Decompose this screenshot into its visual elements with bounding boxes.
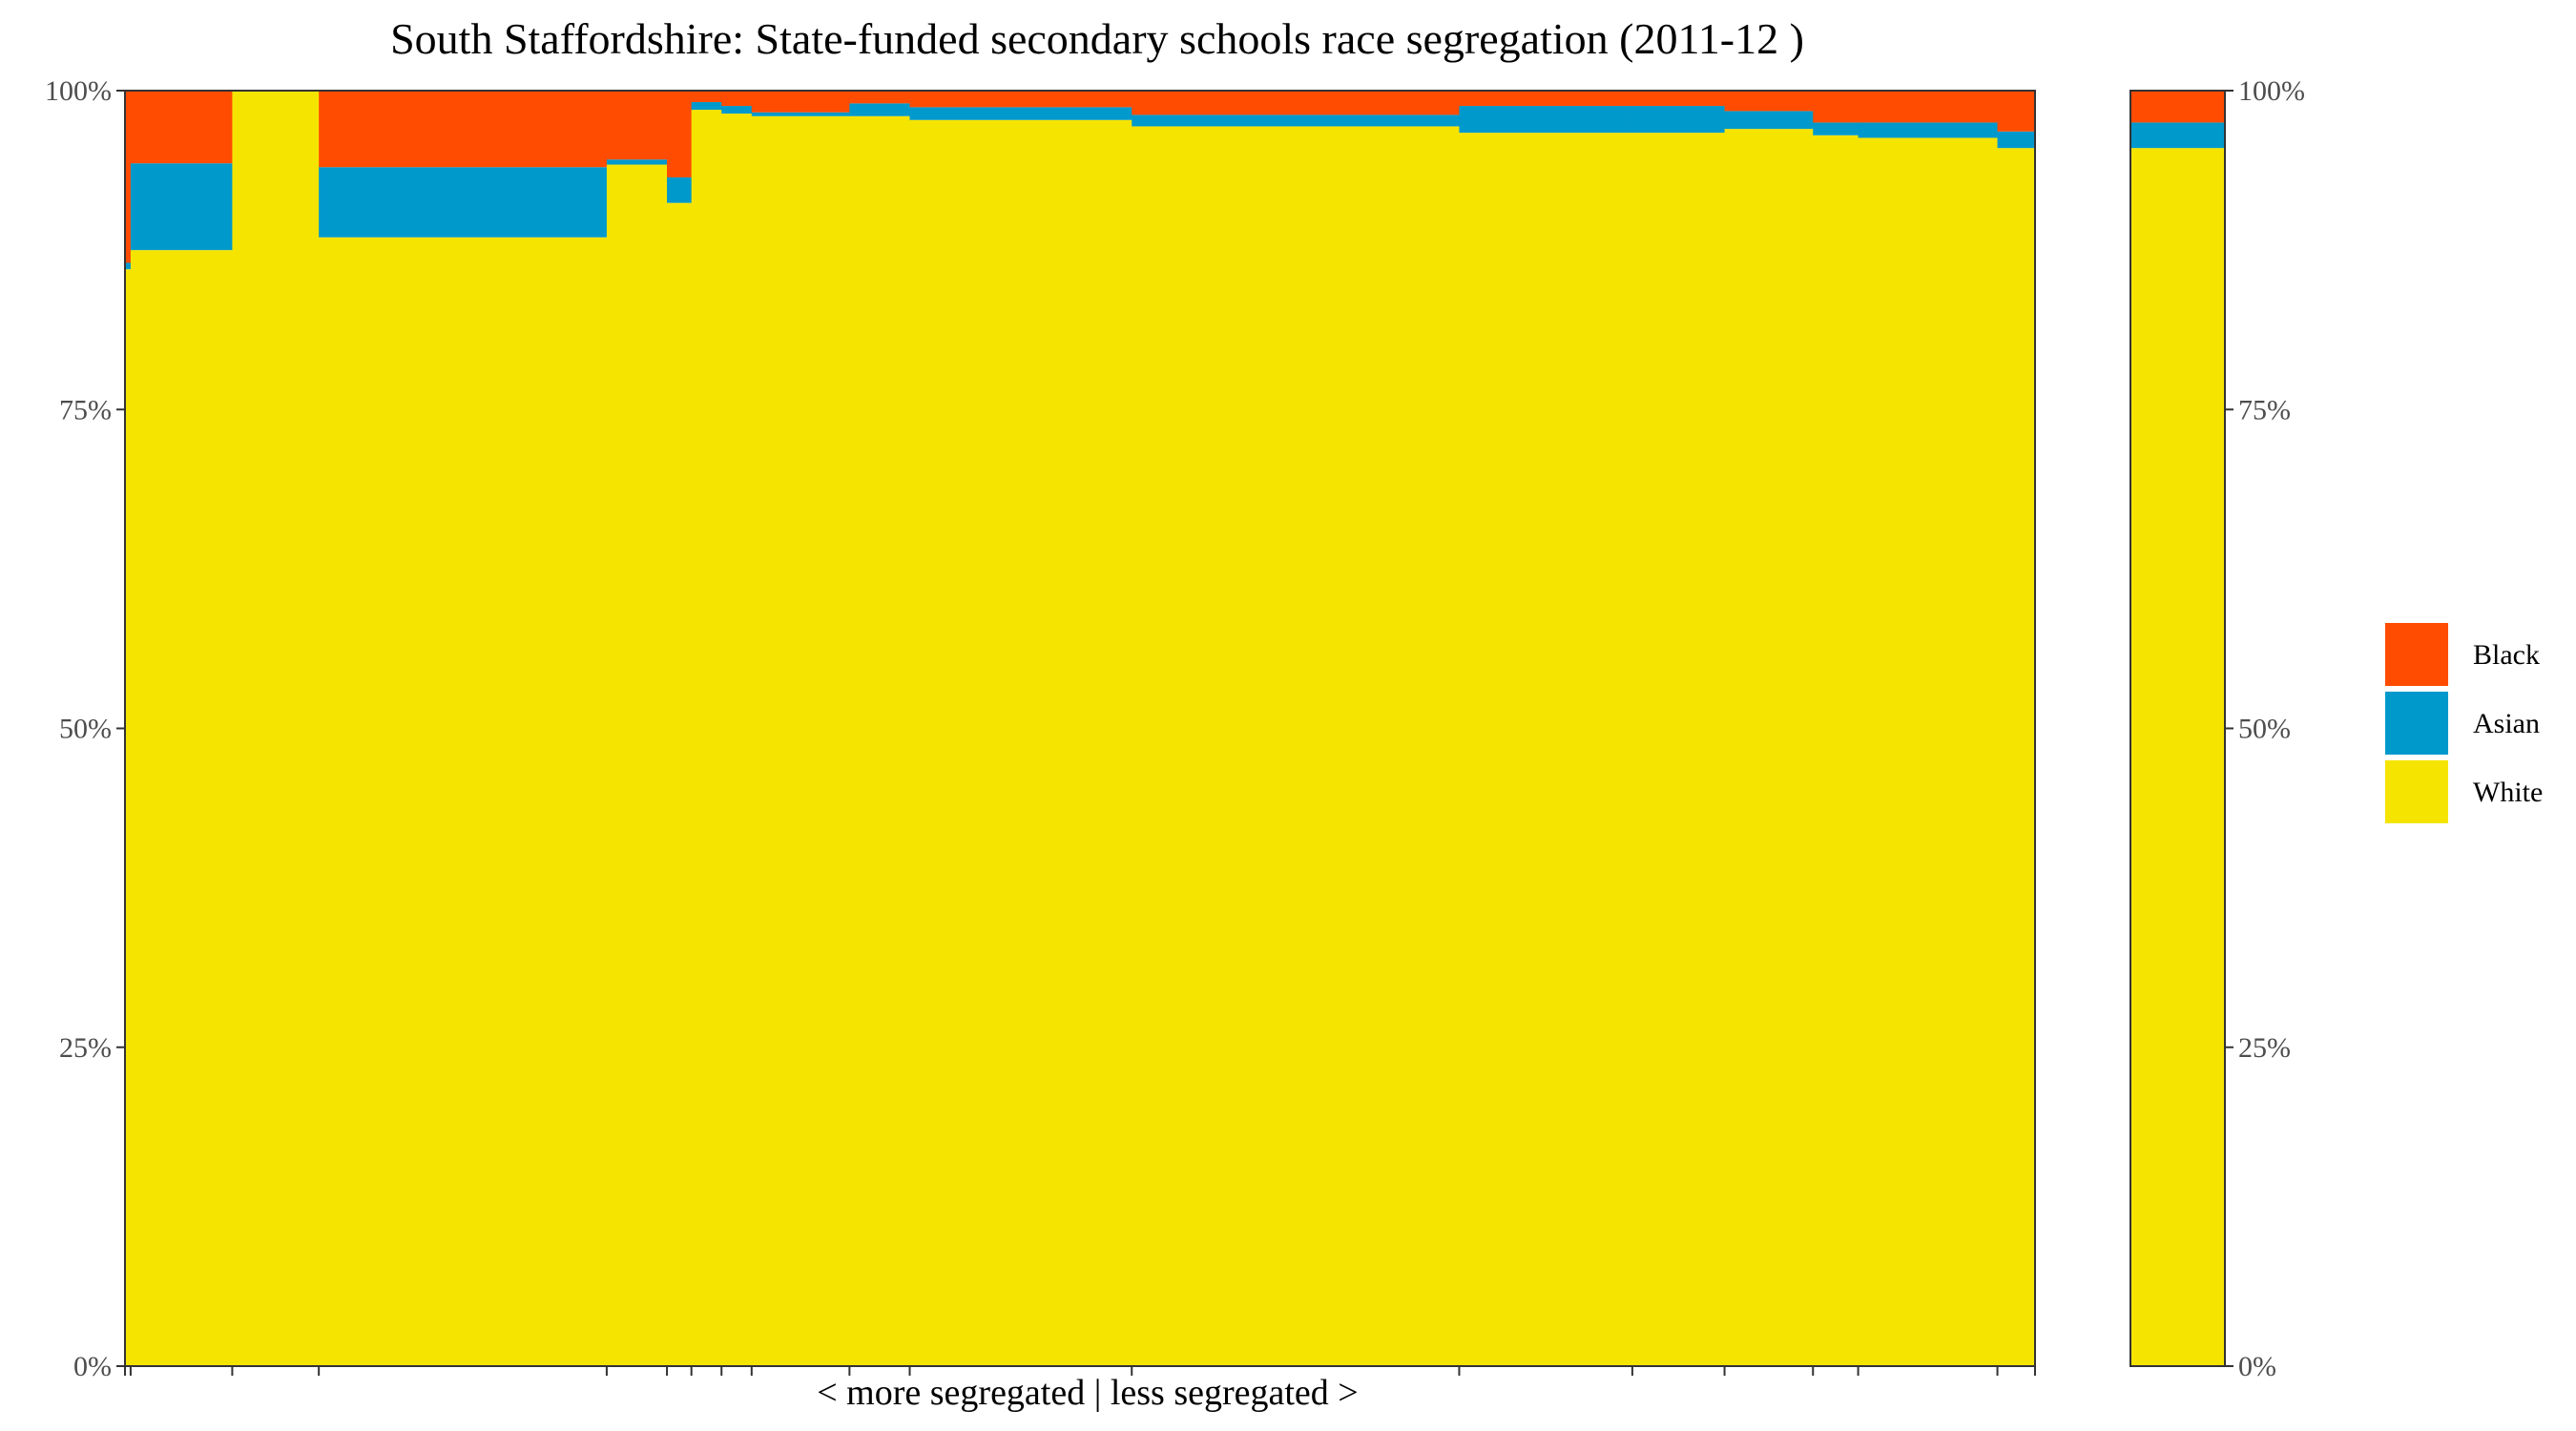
bar-segment-black [1724,91,1814,112]
y-tick-label-right: 50% [2238,714,2291,745]
bar-segment-white [1459,133,1633,1367]
bar-segment-asian [1724,111,1814,130]
legend-swatch-black [2385,623,2448,686]
bar-segment-black [125,91,132,263]
bar-segment-white [909,119,1132,1367]
overall-segment-asian [2130,122,2225,149]
legend: Black Asian White [2385,623,2543,823]
bar-segment-asian [751,112,850,116]
bar-segment-white [1997,148,2036,1366]
y-tick-label-right: 25% [2238,1032,2291,1064]
y-tick-label-left: 25% [59,1032,112,1064]
y-tick-label-left: 75% [59,394,112,425]
bar-segment-black [849,91,911,104]
bar-segment-black [909,91,1132,108]
bar-segment-black [1858,91,1999,123]
y-tick-label-right: 75% [2238,394,2291,425]
bar-segment-white [606,164,668,1366]
bar-segment-asian [1997,131,2036,149]
bar-segment-black [319,91,608,168]
bar-segment-asian [1631,106,1726,134]
bar-segment-black [1132,91,1461,115]
bar-segment-asian [1858,122,1999,138]
bar-segment-white [319,237,608,1366]
bar-segment-white [849,115,911,1367]
legend-label-white: White [2473,777,2543,808]
legend-swatch-asian [2385,692,2448,755]
bar-segment-black [606,91,668,160]
y-tick-label-right: 0% [2238,1351,2276,1382]
bar-segment-white [667,202,693,1366]
overall-segment-white [2130,148,2225,1366]
legend-label-black: Black [2473,639,2540,671]
bar-segment-white [1724,129,1814,1367]
bar-segment-black [1459,91,1633,107]
bar-segment-black [1631,91,1726,107]
bar-segment-black [691,91,722,103]
bar-segment-white [1631,133,1726,1367]
legend-label-asian: Asian [2473,708,2540,739]
bar-segment-white [751,115,850,1367]
bar-segment-black [1813,91,1859,123]
bar-segment-asian [606,159,668,165]
bar-segment-white [691,110,722,1366]
bar-segment-white [1858,137,1999,1366]
bar-segment-black [721,91,753,107]
bar-segment-asian [691,102,722,111]
bar-segment-black [130,91,234,164]
y-tick-label-left: 50% [59,714,112,745]
legend-swatch-white [2385,760,2448,823]
bar-segment-asian [849,103,911,116]
bar-segment-white [1813,135,1859,1366]
bar-segment-asian [1132,114,1461,127]
bar-segment-asian [1459,106,1633,134]
bar-segment-asian [319,167,608,238]
x-axis-label: < more segregated | less segregated > [817,1373,1358,1413]
bar-segment-white [721,114,753,1366]
bar-segment-black [667,91,693,177]
bar-segment-asian [130,163,234,251]
bar-segment-white [1132,126,1461,1366]
plot-area [125,91,2225,1367]
y-tick-label-right: 100% [2238,75,2305,107]
y-tick-label-left: 100% [45,75,112,107]
overall-segment-black [2130,91,2225,123]
bar-segment-asian [667,176,693,203]
bar-segment-black [751,91,850,113]
bar-segment-asian [1813,122,1859,135]
bar-segment-asian [721,106,753,114]
axes: 0% 0% 25% 25% 50% 50% 75% 75% 100% 100% [45,75,2305,1382]
bar-segment-white [232,91,320,1366]
bar-segment-asian [909,107,1132,120]
bar-segment-white [125,269,132,1367]
bar-segment-black [1997,91,2036,132]
chart-title: South Staffordshire: State-funded second… [390,14,1804,63]
y-tick-label-left: 0% [73,1351,112,1382]
bar-segment-white [130,250,234,1366]
bar-segment-asian [125,262,132,270]
